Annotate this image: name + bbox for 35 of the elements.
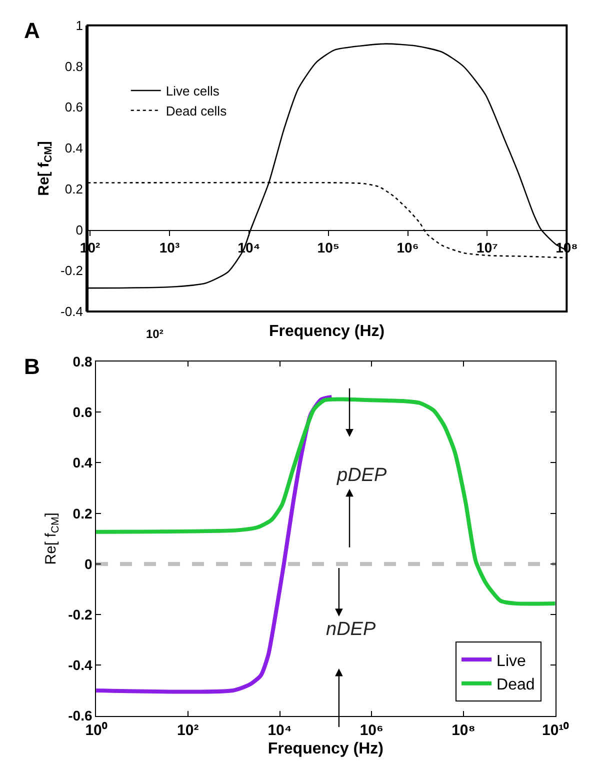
- y-tick-label: 0.6: [64, 100, 83, 115]
- y-tick-label: 0.4: [72, 454, 92, 471]
- legend-label: Live cells: [166, 84, 220, 99]
- x-tick-label: 10⁴: [268, 722, 292, 739]
- annotation: pDEP: [336, 465, 387, 486]
- y-tick-label: 0.6: [72, 404, 92, 420]
- y-tick-label: -0.4: [68, 657, 92, 674]
- y-tick-label: 0.2: [72, 505, 92, 522]
- chart-title: A: [24, 18, 40, 43]
- y-tick-label: -0.4: [60, 304, 83, 320]
- y-tick-label: 0: [76, 222, 83, 238]
- x-tick-label: 10⁶: [360, 722, 384, 739]
- legend-label: Dead: [496, 676, 535, 694]
- annotation: nDEP: [326, 619, 376, 640]
- y-tick-label: 0.8: [64, 58, 83, 74]
- x-tick-label: 10¹⁰: [542, 720, 570, 739]
- x-tick-label: 10³: [159, 240, 180, 256]
- x-axis-title: Frequency (Hz): [268, 740, 384, 758]
- y-tick-label: 0.4: [64, 140, 83, 156]
- legend-label: Dead cells: [166, 103, 228, 118]
- text: 10²: [146, 327, 164, 341]
- y-tick-label: -0.2: [60, 263, 83, 278]
- x-axis-title: Frequency (Hz): [269, 323, 385, 340]
- x-tick-label: 10⁷: [476, 240, 498, 256]
- legend-label: Live: [496, 652, 526, 670]
- x-tick-label: 10⁵: [317, 240, 340, 256]
- y-tick-label: -0.2: [68, 606, 92, 622]
- y-tick-label: 0.8: [72, 353, 92, 370]
- y-tick-label: 0: [84, 556, 92, 572]
- y-tick-label: 0.2: [64, 181, 83, 196]
- chart-title: B: [24, 354, 40, 379]
- x-tick-label: 10²: [177, 722, 199, 739]
- y-tick-label: 1: [76, 18, 83, 33]
- x-tick-label: 10⁶: [396, 240, 419, 256]
- x-tick-label: 10⁸: [452, 722, 476, 739]
